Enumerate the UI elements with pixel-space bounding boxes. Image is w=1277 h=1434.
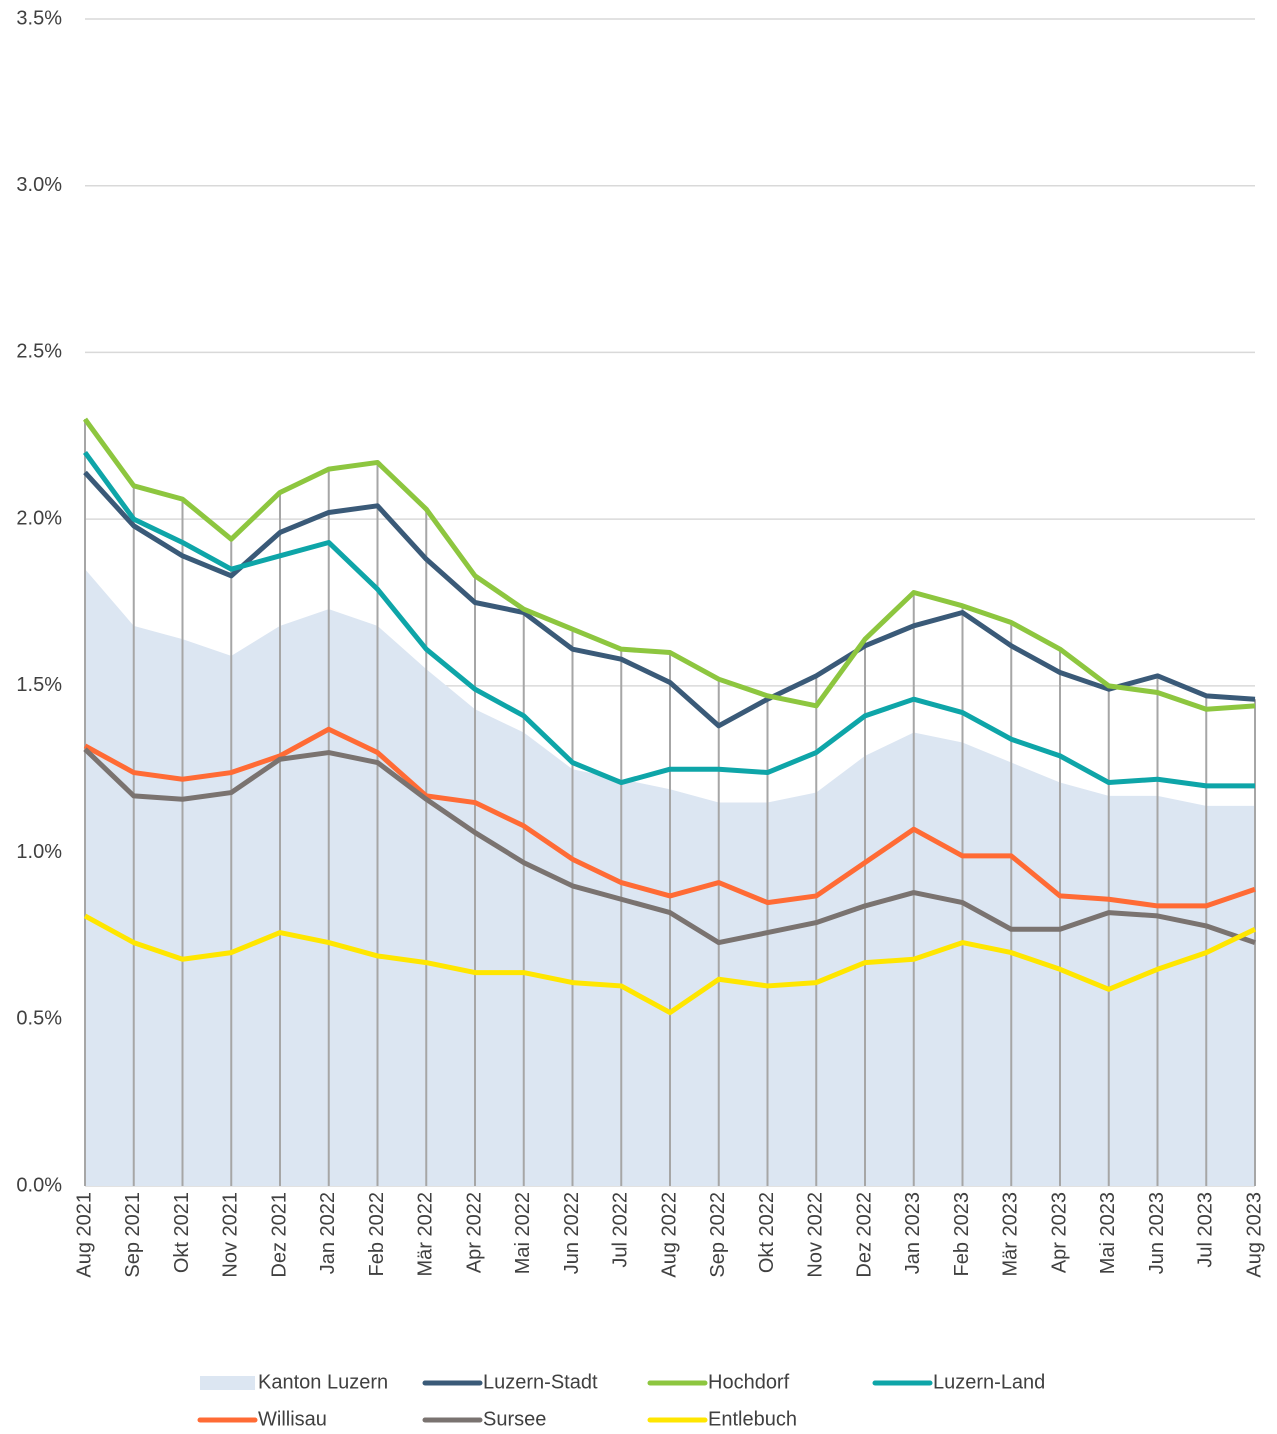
line — [83, 726, 1256, 909]
x-tick-label: Jan 2022 — [317, 1192, 339, 1274]
x-tick-label: Okt 2022 — [756, 1192, 778, 1273]
x-tick-label: Aug 2021 — [73, 1192, 95, 1278]
legend-swatch — [200, 1376, 255, 1390]
x-tick-label: Jan 2023 — [902, 1192, 924, 1274]
x-tick-label: Aug 2022 — [658, 1192, 680, 1278]
x-tick-label: Aug 2023 — [1243, 1192, 1265, 1278]
x-tick-label: Jun 2023 — [1146, 1192, 1168, 1274]
x-tick-label: Apr 2023 — [1048, 1192, 1070, 1273]
y-tick-label: 2.0% — [16, 507, 62, 529]
y-tick-label: 2.5% — [16, 341, 62, 363]
x-tick-label: Jul 2022 — [610, 1192, 632, 1268]
x-tick-label: Feb 2023 — [951, 1192, 973, 1277]
legend-label: Kanton Luzern — [258, 1371, 388, 1393]
y-tick-label: 0.0% — [16, 1174, 62, 1196]
y-tick-label: 1.0% — [16, 841, 62, 863]
legend-label: Hochdorf — [708, 1371, 790, 1393]
x-tick-label: Okt 2021 — [171, 1192, 193, 1273]
y-tick-label: 3.5% — [16, 7, 62, 29]
line — [83, 913, 1257, 1016]
x-tick-label: Jul 2023 — [1195, 1192, 1217, 1268]
line — [82, 450, 1255, 789]
y-tick-label: 3.0% — [16, 174, 62, 196]
line — [83, 470, 1256, 729]
x-tick-label: Mär 2022 — [415, 1192, 437, 1277]
legend-label: Willisau — [258, 1408, 327, 1430]
x-tick-label: Sep 2022 — [707, 1192, 729, 1278]
x-tick-label: Mai 2022 — [512, 1192, 534, 1274]
x-tick-label: Jun 2022 — [561, 1192, 583, 1274]
x-tick-label: Feb 2022 — [366, 1192, 388, 1277]
y-tick-label: 0.5% — [16, 1008, 62, 1030]
line — [82, 417, 1256, 712]
x-tick-label: Mai 2023 — [1097, 1192, 1119, 1274]
x-tick-label: Nov 2022 — [805, 1192, 827, 1278]
x-tick-label: Apr 2022 — [463, 1192, 485, 1273]
x-tick-label: Sep 2021 — [122, 1192, 144, 1278]
legend-label: Sursee — [483, 1408, 546, 1430]
legend-label: Entlebuch — [708, 1408, 797, 1430]
legend-label: Luzern-Stadt — [483, 1371, 598, 1393]
x-tick-label: Mär 2023 — [1000, 1192, 1022, 1277]
line — [83, 747, 1256, 946]
y-tick-label: 1.5% — [16, 674, 62, 696]
x-tick-label: Dez 2022 — [853, 1192, 875, 1278]
legend-label: Luzern-Land — [933, 1371, 1045, 1393]
x-tick-label: Dez 2021 — [268, 1192, 290, 1278]
x-tick-label: Nov 2021 — [220, 1192, 242, 1278]
